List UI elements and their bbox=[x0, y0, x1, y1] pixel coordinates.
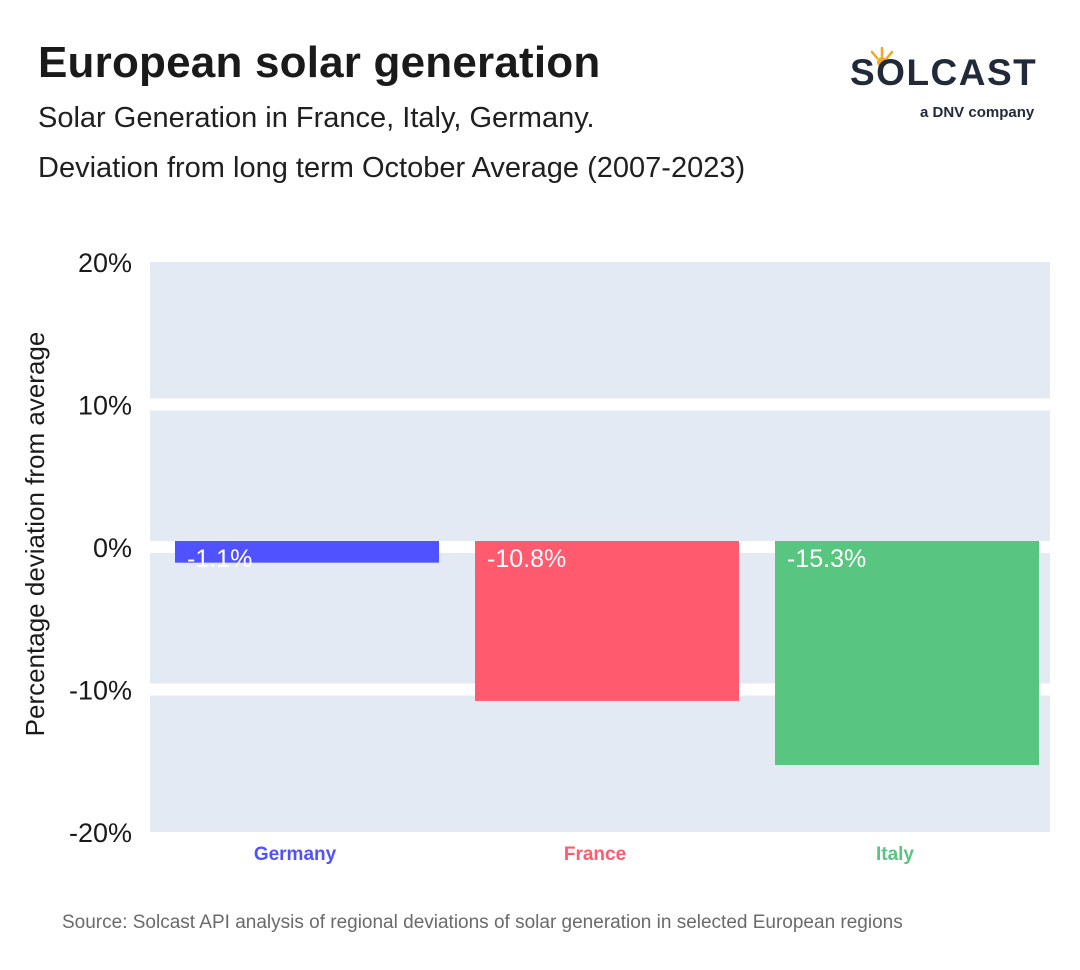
chart-title: European solar generation bbox=[38, 38, 601, 87]
x-tick-label-france: France bbox=[564, 844, 626, 865]
chart-subtitle-1: Solar Generation in France, Italy, Germa… bbox=[38, 102, 595, 134]
logo-wordmark: SOLCAST bbox=[850, 52, 1038, 93]
x-axis-labels: Germany France Italy bbox=[254, 844, 915, 865]
y-tick-label: -10% bbox=[69, 676, 132, 706]
y-tick-label: 20% bbox=[78, 248, 132, 278]
bar-germany bbox=[175, 541, 439, 563]
solcast-logo: SOLCAST a DNV company bbox=[850, 46, 1050, 126]
data-label-france: -10.8% bbox=[487, 545, 566, 573]
logo-tagline: a DNV company bbox=[920, 104, 1035, 121]
bars: -1.1% -10.8% -15.3% bbox=[175, 541, 1039, 766]
data-label-italy: -15.3% bbox=[787, 545, 866, 573]
bar-chart: 20% 10% 0% -10% -20% Percentage deviation fr… bbox=[20, 248, 1050, 865]
bar-france bbox=[475, 541, 739, 701]
y-axis-ticks: 20% 10% 0% -10% -20% bbox=[69, 248, 132, 848]
y-tick-label: 10% bbox=[78, 391, 132, 421]
data-label-germany: -1.1% bbox=[187, 545, 252, 573]
background-band bbox=[150, 410, 1050, 541]
x-tick-label-italy: Italy bbox=[876, 844, 914, 865]
background-band bbox=[150, 262, 1050, 399]
source-note: Source: Solcast API analysis of regional… bbox=[62, 912, 903, 933]
y-tick-label: 0% bbox=[93, 533, 132, 563]
x-tick-label-germany: Germany bbox=[254, 844, 337, 865]
chart-subtitle-2: Deviation from long term October Average… bbox=[38, 152, 746, 184]
y-axis-label: Percentage deviation from average bbox=[20, 332, 50, 737]
sun-icon bbox=[870, 46, 894, 67]
bar-italy bbox=[775, 541, 1039, 766]
y-tick-label: -20% bbox=[69, 818, 132, 848]
